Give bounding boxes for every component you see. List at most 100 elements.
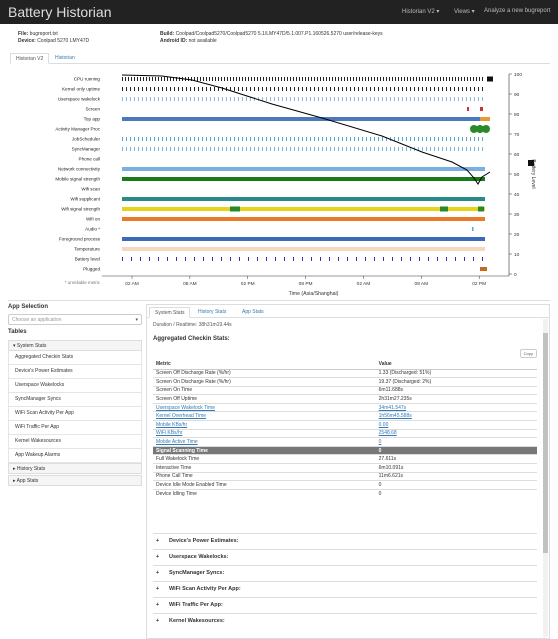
event-tick: [359, 77, 360, 81]
event-tick: [146, 137, 147, 141]
table-link-power-estimates[interactable]: Device's Power Estimates: [8, 365, 142, 379]
table-row: Screen Off Discharge Rate (%/hr) 1.33 (Di…: [153, 368, 537, 378]
value-cell[interactable]: 1h56m45.588s: [375, 411, 537, 421]
nav-historian-v2[interactable]: Historian V2 ▾: [402, 9, 440, 15]
event-tick: [314, 137, 315, 141]
tab-app-stats[interactable]: App Stats: [242, 309, 264, 315]
value-cell: 2h31m27.235s: [375, 394, 537, 404]
accordion-app-stats[interactable]: ▸ App Stats: [8, 475, 142, 486]
event-tick: [413, 77, 414, 81]
event-tick: [176, 257, 177, 261]
event-tick: [230, 97, 231, 101]
section-wifi-scan[interactable]: + WiFi Scan Activity Per App:: [153, 581, 537, 596]
tab-system-stats[interactable]: System Stats: [149, 307, 191, 318]
event-tick: [478, 137, 479, 141]
metric-link[interactable]: Userspace Wakelock Time: [156, 404, 215, 411]
section-wifi-traffic[interactable]: + WiFi Traffic Per App:: [153, 597, 537, 612]
value-link[interactable]: 0.00: [378, 421, 389, 428]
event-tick: [194, 147, 195, 151]
caret-right-icon: ▸: [13, 478, 17, 484]
event-tick: [158, 257, 159, 261]
metric-link[interactable]: WiFi KBs/hr: [156, 430, 183, 437]
event-tick: [374, 137, 375, 141]
event-tick: [178, 87, 179, 91]
event-tick: [430, 97, 431, 101]
tab-historian-v2[interactable]: Historian V2: [10, 53, 50, 64]
event-tick: [274, 137, 275, 141]
table-link-aggregated[interactable]: Aggregated Checkin Stats: [8, 351, 142, 365]
nav-views[interactable]: Views ▾: [454, 9, 475, 15]
metric-cell[interactable]: WiFi KBs/hr: [153, 428, 376, 438]
metric-link[interactable]: Kernel Overhead Time: [156, 413, 207, 420]
table-row: Device Idling Time 0: [153, 488, 537, 498]
copy-button[interactable]: Copy: [519, 349, 537, 358]
app-title[interactable]: Battery Historian: [8, 4, 112, 20]
nav-analyze-new[interactable]: Analyze a new bugreport: [484, 8, 551, 14]
event-tick: [402, 97, 403, 101]
event-tick: [284, 77, 285, 81]
value-link[interactable]: 2548.68: [378, 430, 397, 437]
event-tick: [338, 137, 339, 141]
value-cell[interactable]: 2548.68: [375, 428, 537, 438]
event-tick: [342, 87, 343, 91]
section-syncmanager-syncs[interactable]: + SyncManager Syncs:: [153, 565, 537, 580]
accordion-system-stats[interactable]: ▾ System Stats: [8, 340, 142, 351]
scrollbar-thumb[interactable]: [543, 333, 548, 553]
table-link-kernel-wakesources[interactable]: Kernel Wakesources: [8, 435, 142, 449]
event-tick: [198, 87, 199, 91]
value-link[interactable]: 0: [378, 439, 382, 446]
metric-cell: Device Idling Time: [153, 488, 376, 498]
timeline-chart[interactable]: CPU running Kernel only uptime Userspace w…: [10, 66, 550, 298]
value-link[interactable]: 34m41.547s: [378, 404, 407, 411]
section-userspace-wakelocks[interactable]: + Userspace Wakelocks:: [153, 549, 537, 564]
metric-cell[interactable]: Userspace Wakelock Time: [153, 402, 376, 412]
scrollbar[interactable]: [543, 319, 548, 637]
table-link-wifi-traffic[interactable]: WiFi Traffic Per App: [8, 421, 142, 435]
value-cell: 6m10.091s: [375, 463, 537, 473]
divider: [8, 300, 550, 301]
event-tick: [416, 77, 417, 81]
metric-link[interactable]: Mobile Active Time: [156, 439, 198, 446]
event-tick: [354, 87, 355, 91]
value-cell[interactable]: 0.00: [375, 420, 537, 430]
event-tick: [266, 257, 267, 261]
event-tick: [166, 87, 167, 91]
table-link-wifi-scan[interactable]: WiFi Scan Activity Per App: [8, 407, 142, 421]
section-kernel-wakesources[interactable]: + Kernel Wakesources:: [153, 613, 537, 628]
table-link-syncmanager[interactable]: SyncManager Syncs: [8, 393, 142, 407]
app-select[interactable]: Choose an application ▾: [8, 314, 142, 325]
tab-historian[interactable]: Historian: [55, 55, 75, 61]
event-tick: [330, 147, 331, 151]
tab-history-stats[interactable]: History Stats: [198, 309, 227, 315]
metric-cell[interactable]: Mobile KBs/hr: [153, 420, 376, 430]
event-tick: [458, 97, 459, 101]
table-link-app-wakeup-alarms[interactable]: App Wakeup Alarms: [8, 449, 142, 463]
event-tick: [128, 77, 129, 81]
metric-cell[interactable]: Kernel Overhead Time: [153, 411, 376, 421]
event-tick: [126, 97, 127, 101]
event-tick: [434, 147, 435, 151]
event-tick: [398, 77, 399, 81]
event-tick: [270, 147, 271, 151]
accordion-history-stats[interactable]: ▸ History Stats: [8, 463, 142, 474]
value-cell[interactable]: 34m41.547s: [375, 402, 537, 412]
metric-cell[interactable]: Mobile Active Time: [153, 437, 376, 447]
event-tick: [170, 77, 171, 81]
event-tick: [174, 147, 175, 151]
value-cell[interactable]: 0: [375, 437, 537, 447]
table-link-userspace-wakelocks[interactable]: Userspace Wakelocks: [8, 379, 142, 393]
event-tick: [262, 147, 263, 151]
event-tick: [386, 137, 387, 141]
value-link[interactable]: 1h56m45.588s: [378, 413, 412, 420]
event-tick: [442, 87, 443, 91]
event-tick: [326, 147, 327, 151]
event-tick: [407, 77, 408, 81]
section-power-estimates[interactable]: + Device's Power Estimates:: [153, 533, 537, 548]
event-tick: [236, 77, 237, 81]
event-tick: [452, 77, 453, 81]
metric-link[interactable]: Mobile KBs/hr: [156, 421, 188, 428]
event-tick: [326, 97, 327, 101]
event-tick: [182, 87, 183, 91]
event-tick: [365, 77, 366, 81]
event-tick: [203, 257, 204, 261]
